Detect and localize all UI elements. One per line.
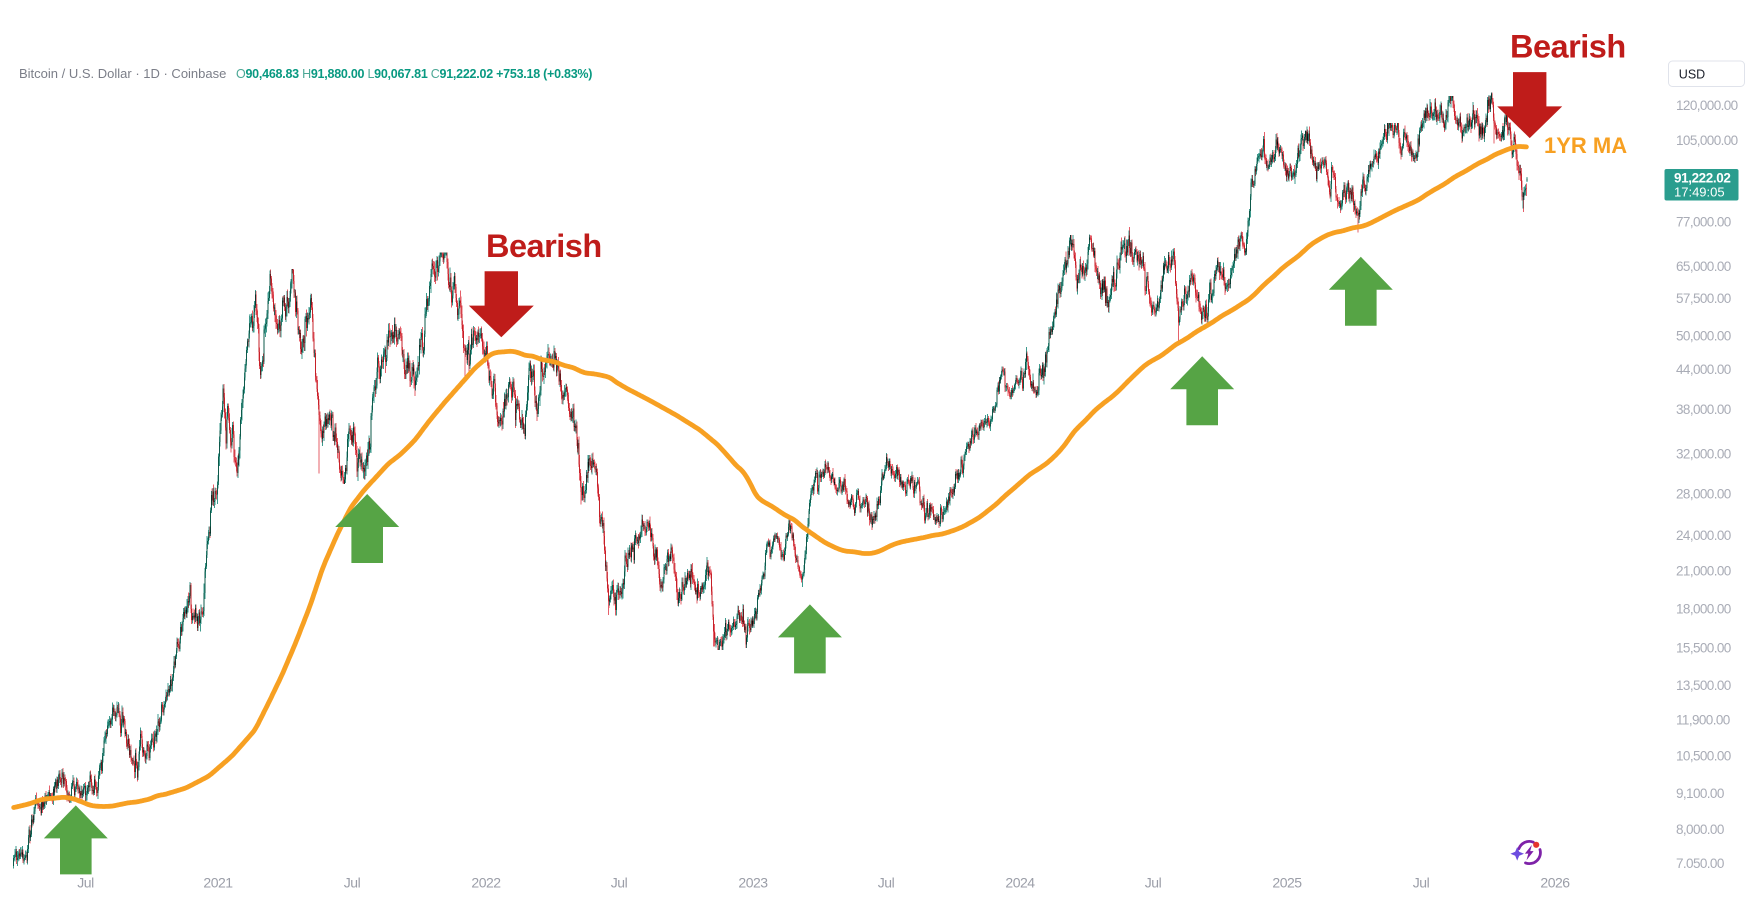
svg-text:91,222.02: 91,222.02 [1674, 171, 1730, 186]
svg-text:18,000.00: 18,000.00 [1676, 602, 1731, 617]
svg-text:17:49:05: 17:49:05 [1674, 185, 1725, 200]
svg-text:38,000.00: 38,000.00 [1676, 402, 1731, 417]
svg-text:USD: USD [1679, 68, 1705, 82]
svg-text:10,500.00: 10,500.00 [1676, 748, 1731, 763]
svg-text:Bearish: Bearish [1510, 29, 1626, 65]
svg-text:32,000.00: 32,000.00 [1676, 447, 1731, 462]
svg-text:Jul: Jul [1145, 875, 1162, 891]
svg-text:2026: 2026 [1540, 875, 1570, 891]
svg-text:77,000.00: 77,000.00 [1676, 215, 1731, 230]
svg-text:Jul: Jul [344, 875, 361, 891]
svg-text:50,000.00: 50,000.00 [1676, 329, 1731, 344]
svg-text:2025: 2025 [1272, 875, 1302, 891]
svg-text:Bitcoin / U.S. Dollar · 1D · C: Bitcoin / U.S. Dollar · 1D · Coinbase [19, 66, 226, 81]
svg-text:2021: 2021 [203, 875, 233, 891]
svg-text:24,000.00: 24,000.00 [1676, 528, 1731, 543]
svg-text:Jul: Jul [878, 875, 895, 891]
svg-text:15,500.00: 15,500.00 [1676, 641, 1731, 656]
svg-text:Jul: Jul [611, 875, 628, 891]
svg-text:57,500.00: 57,500.00 [1676, 291, 1731, 306]
svg-text:44,000.00: 44,000.00 [1676, 362, 1731, 377]
svg-text:7.050.00: 7.050.00 [1676, 856, 1724, 871]
svg-text:8,000.00: 8,000.00 [1676, 822, 1724, 837]
svg-text:9,100.00: 9,100.00 [1676, 786, 1724, 801]
svg-text:120,000.00: 120,000.00 [1676, 98, 1738, 113]
svg-text:O90,468.83 H91,880.00 L90,067.: O90,468.83 H91,880.00 L90,067.81 C91,222… [236, 67, 592, 81]
svg-text:11,900.00: 11,900.00 [1676, 712, 1730, 727]
svg-text:Jul: Jul [1413, 875, 1430, 891]
svg-text:2024: 2024 [1005, 875, 1035, 891]
svg-text:Bearish: Bearish [486, 228, 602, 264]
svg-text:65,000.00: 65,000.00 [1676, 259, 1731, 274]
svg-text:2023: 2023 [738, 875, 768, 891]
svg-text:2022: 2022 [471, 875, 501, 891]
svg-text:Jul: Jul [77, 875, 94, 891]
svg-text:13,500.00: 13,500.00 [1676, 678, 1731, 693]
svg-text:28,000.00: 28,000.00 [1676, 487, 1731, 502]
svg-text:1YR MA: 1YR MA [1544, 133, 1627, 158]
svg-text:105,000.00: 105,000.00 [1676, 133, 1738, 148]
svg-text:21,000.00: 21,000.00 [1676, 563, 1731, 578]
